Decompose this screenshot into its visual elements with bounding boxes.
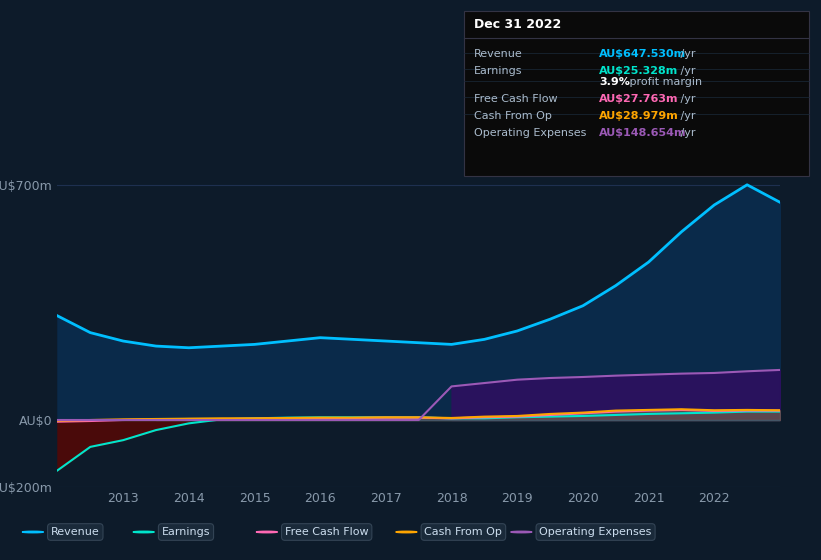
Text: Free Cash Flow: Free Cash Flow: [474, 94, 557, 104]
Text: Operating Expenses: Operating Expenses: [474, 128, 586, 138]
Circle shape: [396, 531, 417, 533]
Text: Earnings: Earnings: [474, 66, 522, 76]
Text: Cash From Op: Cash From Op: [424, 527, 502, 537]
Text: AU$28.979m: AU$28.979m: [599, 111, 679, 121]
Text: AU$25.328m: AU$25.328m: [599, 66, 679, 76]
Circle shape: [133, 531, 154, 533]
Circle shape: [22, 531, 44, 533]
Text: Free Cash Flow: Free Cash Flow: [285, 527, 369, 537]
Text: /yr: /yr: [677, 49, 696, 59]
Text: Revenue: Revenue: [474, 49, 522, 59]
Text: profit margin: profit margin: [626, 77, 703, 87]
Text: Dec 31 2022: Dec 31 2022: [474, 18, 561, 31]
Text: Cash From Op: Cash From Op: [474, 111, 552, 121]
Text: AU$647.530m: AU$647.530m: [599, 49, 686, 59]
Text: /yr: /yr: [677, 94, 696, 104]
Text: Earnings: Earnings: [162, 527, 210, 537]
Text: /yr: /yr: [677, 111, 696, 121]
Circle shape: [256, 531, 277, 533]
Text: /yr: /yr: [677, 66, 696, 76]
Text: Revenue: Revenue: [51, 527, 99, 537]
Circle shape: [511, 531, 532, 533]
Text: AU$27.763m: AU$27.763m: [599, 94, 679, 104]
Text: AU$148.654m: AU$148.654m: [599, 128, 687, 138]
Text: Operating Expenses: Operating Expenses: [539, 527, 652, 537]
Text: /yr: /yr: [677, 128, 696, 138]
Text: 3.9%: 3.9%: [599, 77, 631, 87]
